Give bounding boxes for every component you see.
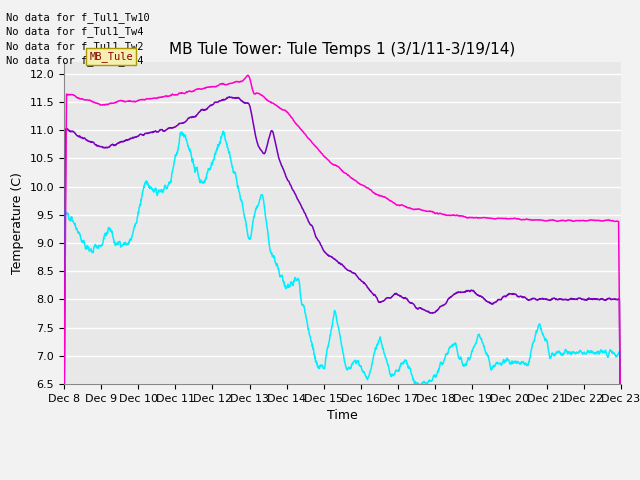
Text: No data for f_Tul1_Tw2: No data for f_Tul1_Tw2 bbox=[6, 41, 144, 52]
Text: MB_Tule: MB_Tule bbox=[90, 51, 133, 62]
Text: No data for f_Tul1_Is4: No data for f_Tul1_Is4 bbox=[6, 55, 144, 66]
X-axis label: Time: Time bbox=[327, 409, 358, 422]
Text: No data for f_Tul1_Tw4: No data for f_Tul1_Tw4 bbox=[6, 26, 144, 37]
Y-axis label: Temperature (C): Temperature (C) bbox=[11, 172, 24, 274]
Text: No data for f_Tul1_Tw10: No data for f_Tul1_Tw10 bbox=[6, 12, 150, 23]
Title: MB Tule Tower: Tule Temps 1 (3/1/11-3/19/14): MB Tule Tower: Tule Temps 1 (3/1/11-3/19… bbox=[169, 42, 516, 57]
Legend: Tul1_Ts-8cm, Tul1_Ts-16cm, Tul1_Ts-32cm: Tul1_Ts-8cm, Tul1_Ts-16cm, Tul1_Ts-32cm bbox=[136, 477, 548, 480]
